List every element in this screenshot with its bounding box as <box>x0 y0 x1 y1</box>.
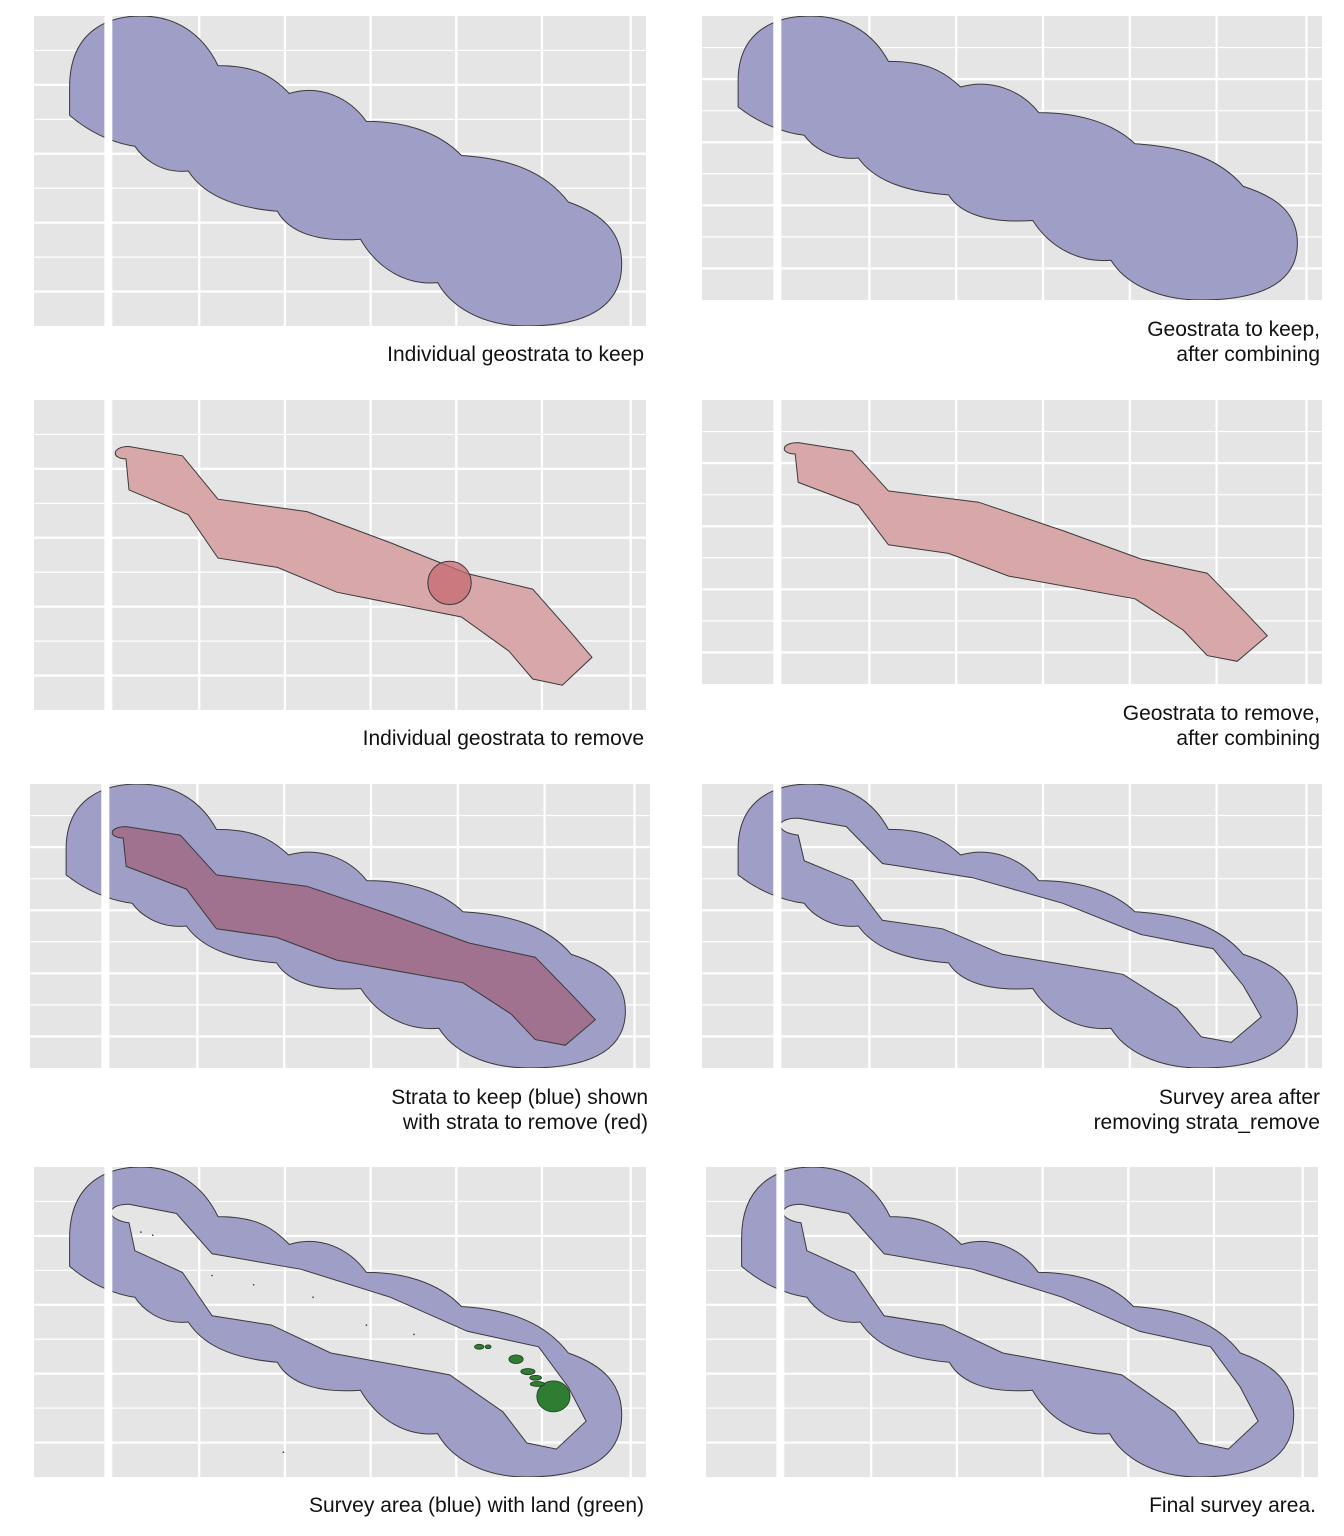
small-island <box>151 1234 154 1236</box>
dateline-gap <box>104 1167 113 1477</box>
land-shape <box>474 1343 485 1350</box>
panel-keep-individual: Individual geostrata to keep <box>34 16 646 376</box>
land-shape <box>529 1374 542 1381</box>
map-shapes <box>114 445 593 686</box>
caption-keep-combined: Geostrata to keep, after combining <box>1147 317 1320 367</box>
land-shape <box>484 1344 492 1350</box>
caption-line: after combining <box>1176 343 1320 366</box>
caption-survey-with-land: Survey area (blue) with land (green) <box>309 1493 644 1518</box>
panel-final-survey-area: Final survey area. <box>706 1167 1318 1527</box>
map-final-survey-area <box>706 1167 1318 1477</box>
small-island <box>282 1451 285 1453</box>
map-survey-area <box>702 784 1322 1068</box>
small-island <box>211 1274 213 1277</box>
caption-line: Survey area (blue) with land (green) <box>309 1494 644 1517</box>
land-shape <box>536 1380 571 1413</box>
land-shape <box>520 1368 536 1376</box>
caption-line: Individual geostrata to keep <box>387 343 644 366</box>
map-shapes <box>65 784 626 1068</box>
map-survey-with-land <box>34 1167 646 1477</box>
small-island <box>252 1284 255 1286</box>
panel-keep-with-remove: Strata to keep (blue) shown with strata … <box>30 784 650 1144</box>
map-keep-individual <box>34 16 646 326</box>
dateline-gap <box>101 784 110 1068</box>
remove-strata-shape <box>111 826 597 1046</box>
map-shapes <box>783 442 1269 662</box>
caption-keep-with-remove: Strata to keep (blue) shown with strata … <box>391 1085 648 1135</box>
dateline-gap <box>773 16 782 300</box>
map-remove-combined <box>702 400 1322 684</box>
panel-remove-combined: Geostrata to remove, after combining <box>702 400 1322 760</box>
small-island <box>413 1333 415 1336</box>
map-keep-with-remove <box>30 784 650 1068</box>
map-background <box>702 784 1322 1068</box>
caption-line: Strata to keep (blue) shown <box>391 1086 648 1109</box>
remove-strata-shape <box>114 445 593 686</box>
caption-line: Final survey area. <box>1149 1494 1316 1517</box>
land-shape <box>529 1381 545 1387</box>
caption-line: Geostrata to remove, <box>1122 702 1320 725</box>
caption-remove-combined: Geostrata to remove, after combining <box>1123 701 1320 751</box>
panel-survey-with-land: Survey area (blue) with land (green) <box>34 1167 646 1527</box>
caption-line: Individual geostrata to remove <box>362 727 644 750</box>
caption-line: Geostrata to keep, <box>1147 318 1320 341</box>
panel-survey-area: Survey area after removing strata_remove <box>702 784 1322 1144</box>
panel-remove-individual: Individual geostrata to remove <box>34 400 646 760</box>
map-background <box>34 1167 646 1477</box>
map-shapes <box>737 16 1298 300</box>
land-shape <box>508 1354 524 1364</box>
small-island <box>140 1231 142 1233</box>
caption-line: removing strata_remove <box>1093 1111 1320 1134</box>
keep-strata-shape <box>737 16 1298 300</box>
dateline-gap <box>104 400 113 710</box>
caption-line: with strata to remove (red) <box>402 1111 648 1134</box>
caption-survey-area: Survey area after removing strata_remove <box>1094 1085 1320 1135</box>
caption-line: after combining <box>1176 727 1320 750</box>
map-remove-individual <box>34 400 646 710</box>
keep-strata-shape <box>69 16 623 326</box>
caption-line: Survey area after <box>1158 1086 1320 1109</box>
small-island <box>365 1324 368 1326</box>
caption-keep-individual: Individual geostrata to keep <box>387 342 644 367</box>
dateline-gap <box>773 400 782 684</box>
remove-strata-overlap-shape <box>427 560 472 606</box>
map-keep-combined <box>702 16 1322 300</box>
caption-remove-individual: Individual geostrata to remove <box>363 726 644 751</box>
map-shapes <box>69 16 623 326</box>
remove-strata-shape <box>783 442 1269 662</box>
dateline-gap <box>104 16 113 326</box>
dateline-gap <box>776 1167 785 1477</box>
dateline-gap <box>773 784 782 1068</box>
map-background <box>706 1167 1318 1477</box>
small-island <box>312 1296 314 1298</box>
caption-final-survey-area: Final survey area. <box>1149 1493 1316 1518</box>
panel-keep-combined: Geostrata to keep, after combining <box>702 16 1322 376</box>
